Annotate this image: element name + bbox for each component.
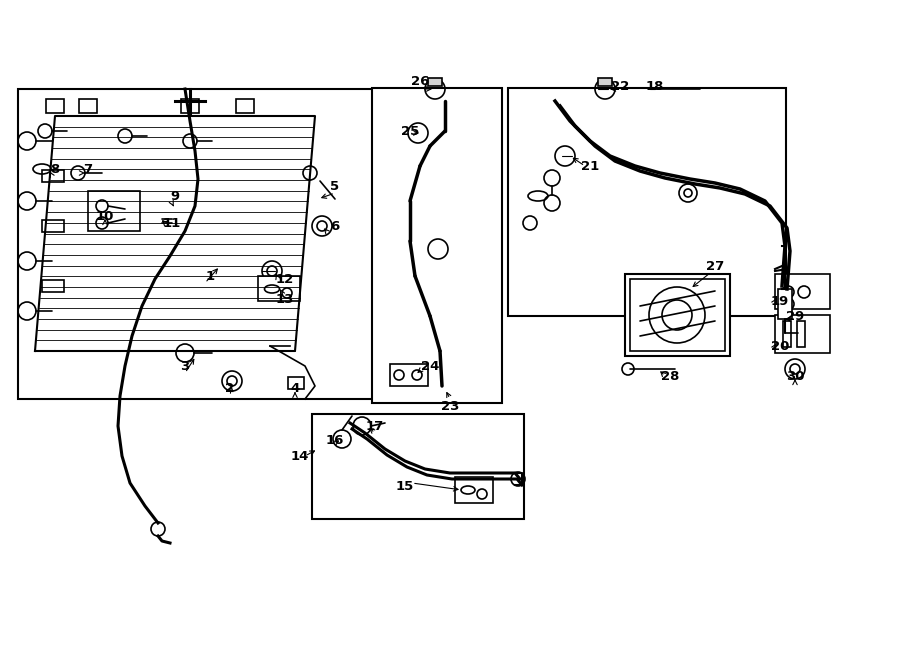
Text: 29: 29 [786,309,804,323]
Bar [775,315,830,353]
Bar [18,89,373,399]
Bar [42,280,64,292]
Bar [288,377,304,389]
Bar [46,99,64,113]
Text: 24: 24 [421,360,439,373]
Text: 28: 28 [661,369,680,383]
Text: 26: 26 [410,75,429,87]
Bar [181,99,199,113]
Bar [598,78,612,86]
Text: 15: 15 [396,479,414,492]
Bar [508,88,786,316]
Text: 14: 14 [291,449,310,463]
Bar [775,274,830,309]
Bar [42,170,64,182]
Text: 30: 30 [786,369,805,383]
Text: 9: 9 [170,190,180,202]
Text: 18: 18 [646,79,664,93]
Bar [372,88,502,403]
Text: 3: 3 [180,360,190,373]
Bar [258,276,300,301]
Text: 21: 21 [580,159,599,173]
Text: 12: 12 [276,272,294,286]
Bar [236,99,254,113]
Text: 8: 8 [50,163,59,176]
Bar [455,477,493,503]
Bar [88,191,140,231]
Bar [783,321,791,347]
Text: 2: 2 [225,383,235,395]
Text: 17: 17 [366,420,384,432]
Bar [625,274,730,356]
Text: 19: 19 [771,295,789,307]
Text: 23: 23 [441,399,459,412]
Bar [390,364,428,386]
Bar [428,78,442,86]
Text: 25: 25 [400,124,419,137]
Text: 7: 7 [84,163,93,176]
Text: 16: 16 [326,434,344,447]
Text: 5: 5 [330,180,339,192]
Text: 27: 27 [706,260,724,272]
Bar [630,279,725,351]
Bar [778,289,792,319]
Text: 6: 6 [330,219,339,233]
Bar [312,414,524,519]
Text: 10: 10 [95,210,114,223]
Text: 20: 20 [770,340,789,352]
Text: 4: 4 [291,383,300,395]
Text: 1: 1 [205,270,214,282]
Bar [42,220,64,232]
Text: 11: 11 [163,217,181,229]
Bar [797,321,805,347]
Text: 13: 13 [275,293,294,305]
Bar [79,99,97,113]
Text: 22: 22 [611,79,629,93]
